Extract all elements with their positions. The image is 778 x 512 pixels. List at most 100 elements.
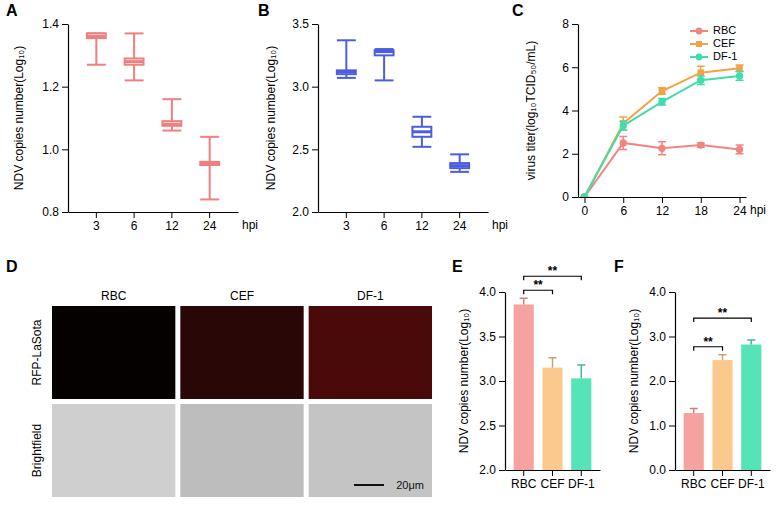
- tick-mark: [62, 24, 68, 25]
- scale-bar-label: 20μm: [396, 479, 424, 491]
- marker: [736, 65, 742, 71]
- tick-label: 2: [562, 147, 569, 161]
- panel-letter: E: [452, 258, 463, 275]
- marker: [658, 98, 665, 105]
- marker: [698, 69, 704, 75]
- plot-area: [580, 65, 743, 197]
- tick: 8: [562, 17, 578, 31]
- tick: 12: [656, 197, 670, 218]
- x-axis: 06121824: [579, 197, 748, 218]
- tick-mark: [499, 292, 505, 293]
- tick-label: 12: [656, 204, 670, 218]
- median: [87, 35, 106, 38]
- tick-label: RBC: [681, 477, 707, 491]
- whisker: [209, 137, 211, 200]
- tick-label: RBC: [511, 477, 537, 491]
- tick-label: 18: [695, 204, 709, 218]
- bar: [712, 360, 732, 470]
- tick-mark: [669, 337, 675, 338]
- tick: 0.0: [649, 463, 675, 477]
- tick-mark: [669, 292, 675, 293]
- tick-mark: [751, 470, 752, 476]
- bar: [741, 345, 761, 470]
- tick: 3.5: [292, 17, 318, 31]
- box: [375, 50, 394, 55]
- tick-label: 0.0: [649, 463, 666, 477]
- tick-mark: [662, 197, 663, 203]
- error-bar: [690, 409, 698, 413]
- tick-mark: [572, 197, 578, 198]
- error-bar: [619, 136, 627, 149]
- x-axis: 361224: [69, 212, 239, 233]
- tick-mark: [499, 426, 505, 427]
- tick-label: 6: [381, 219, 388, 233]
- tick-mark: [701, 197, 702, 203]
- tick-mark: [623, 197, 624, 203]
- median: [450, 164, 469, 167]
- tick: 2.0: [292, 205, 318, 219]
- tick-label: 1.4: [42, 17, 59, 31]
- tick-label: 2.0: [292, 205, 309, 219]
- tick-label: 1.0: [649, 419, 666, 433]
- error-bar: [736, 65, 744, 71]
- tick-label: 1.2: [42, 80, 59, 94]
- tick-label: 4.0: [649, 285, 666, 299]
- whisker-cap: [162, 130, 181, 132]
- tick-mark: [552, 470, 553, 476]
- plot-area: [337, 40, 469, 172]
- whisker-cap: [375, 79, 394, 81]
- marker: [581, 193, 588, 197]
- tick: DF-1: [738, 470, 765, 491]
- tick-label: 6: [562, 61, 569, 75]
- bar: [571, 378, 591, 470]
- panel-letter: B: [258, 2, 270, 19]
- tick-label: 12: [165, 219, 179, 233]
- tick: RBC: [681, 470, 707, 491]
- x-axis-line: [69, 212, 239, 213]
- bar: [542, 368, 562, 470]
- row-label: RFP-LaSota: [30, 319, 44, 385]
- micrograph: [52, 404, 175, 497]
- y-axis: 0.81.01.21.4: [42, 17, 68, 219]
- tick-label: 3.5: [292, 17, 309, 31]
- tick: 0: [562, 190, 578, 204]
- tick: 6: [562, 61, 578, 75]
- tick: 6: [381, 212, 388, 233]
- tick-label: 8: [562, 17, 569, 31]
- column-label: DF-1: [357, 289, 384, 303]
- series-line: [584, 68, 739, 197]
- legend-marker: [696, 54, 703, 61]
- tick-mark: [693, 470, 694, 476]
- tick: 0.8: [42, 205, 68, 219]
- marker: [736, 146, 743, 153]
- tick-mark: [499, 381, 505, 382]
- y-axis-title: virus titer(log₁₀TCID₅₀/mL): [524, 41, 538, 181]
- median: [412, 130, 431, 133]
- column-label: RBC: [101, 289, 127, 303]
- tick-label: 2.5: [479, 419, 496, 433]
- marker: [659, 88, 665, 94]
- tick: 6: [131, 212, 138, 233]
- box: [412, 127, 431, 137]
- column-label: CEF: [230, 289, 254, 303]
- whisker-cap: [200, 136, 219, 138]
- row-label: Brightfield: [30, 424, 44, 477]
- tick: 3: [93, 212, 100, 233]
- x-axis: RBC CEFDF-1: [676, 470, 771, 491]
- tick-label: 24: [453, 219, 467, 233]
- tick: 2.0: [649, 374, 675, 388]
- tick-mark: [669, 426, 675, 427]
- bar: [684, 413, 704, 470]
- tick: 1.0: [649, 419, 675, 433]
- tick-label: CEF: [711, 477, 735, 491]
- error-bar: [747, 340, 755, 344]
- legend-marker: [696, 41, 702, 47]
- error-bar: [697, 76, 705, 85]
- tick-label: 3: [343, 219, 350, 233]
- tick-mark: [312, 149, 318, 150]
- tick-mark: [722, 470, 723, 476]
- series-line: [584, 76, 739, 197]
- legend-label: RBC: [713, 24, 736, 36]
- whisker-cap: [412, 146, 431, 148]
- tick: 4.0: [479, 285, 505, 299]
